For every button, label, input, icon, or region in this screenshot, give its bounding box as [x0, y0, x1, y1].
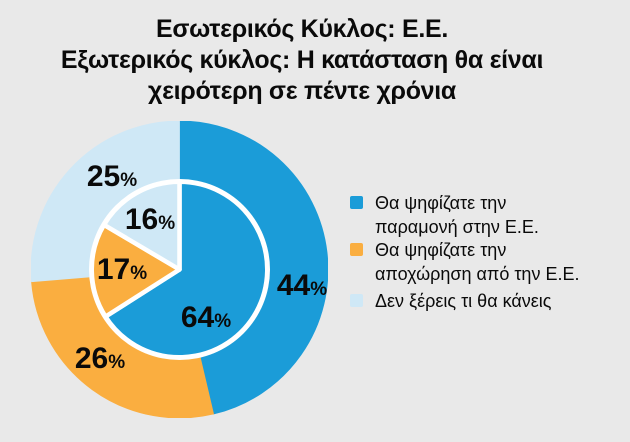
legend-item-stay: Θα ψηφίζατε την παραμονή στην Ε.Ε. [350, 192, 600, 239]
legend-label-leave: Θα ψηφίζατε την αποχώρηση από την Ε.Ε. [375, 239, 579, 286]
outer-stay-value: 44 [276, 269, 311, 302]
title-line-2: Εξωτερικός κύκλος: Η κατάσταση θα είναι [60, 46, 544, 74]
inner-dontknow-value: 16 [124, 203, 159, 236]
inner-slice-label-dontknow: 16% [125, 205, 175, 235]
legend-stay-line-1: Θα ψηφίζατε την [375, 193, 507, 213]
page-title: Εσωτερικός Κύκλος: Ε.Ε. Εξωτερικός κύκλο… [0, 14, 604, 107]
legend-dontknow-line-1: Δεν ξέρεις τι θα κάνεις [375, 291, 552, 311]
inner-stay-unit: % [214, 311, 232, 332]
legend-item-leave: Θα ψηφίζατε την αποχώρηση από την Ε.Ε. [350, 239, 600, 286]
outer-leave-unit: % [108, 352, 126, 373]
outer-slice-label-leave: 26% [75, 344, 125, 374]
outer-stay-unit: % [310, 279, 328, 300]
legend-label-dontknow: Δεν ξέρεις τι θα κάνεις [375, 290, 551, 314]
pie-svg [31, 121, 328, 418]
legend-item-dontknow: Δεν ξέρεις τι θα κάνεις [350, 290, 600, 314]
legend-swatch-stay [350, 196, 363, 209]
inner-slice-label-leave: 17% [97, 255, 147, 285]
outer-leave-value: 26 [74, 342, 109, 375]
legend-stay-line-2: παραμονή στην Ε.Ε. [375, 216, 539, 237]
inner-slice-label-stay: 64% [181, 303, 231, 333]
outer-slice-label-stay: 44% [277, 271, 327, 301]
inner-dontknow-unit: % [158, 213, 176, 234]
outer-slice-label-dontknow: 25% [87, 162, 137, 192]
title-line-3: χειρότερη σε πέντε χρόνια [147, 77, 456, 105]
legend: Θα ψηφίζατε την παραμονή στην Ε.Ε. Θα ψη… [350, 192, 600, 314]
inner-leave-unit: % [130, 263, 148, 284]
inner-leave-value: 17 [96, 253, 131, 286]
legend-label-stay: Θα ψηφίζατε την παραμονή στην Ε.Ε. [375, 192, 539, 239]
legend-leave-line-1: Θα ψηφίζατε την [375, 240, 507, 260]
title-line-1: Εσωτερικός Κύκλος: Ε.Ε. [156, 15, 448, 43]
outer-dontknow-unit: % [120, 170, 138, 191]
legend-leave-line-2: αποχώρηση από την Ε.Ε. [375, 263, 580, 284]
legend-swatch-leave [350, 243, 363, 256]
legend-swatch-dontknow [350, 294, 363, 307]
inner-stay-value: 64 [180, 301, 215, 334]
outer-dontknow-value: 25 [86, 160, 121, 193]
nested-pie-chart: 44% 26% 25% 64% 17% 16% [31, 121, 328, 418]
